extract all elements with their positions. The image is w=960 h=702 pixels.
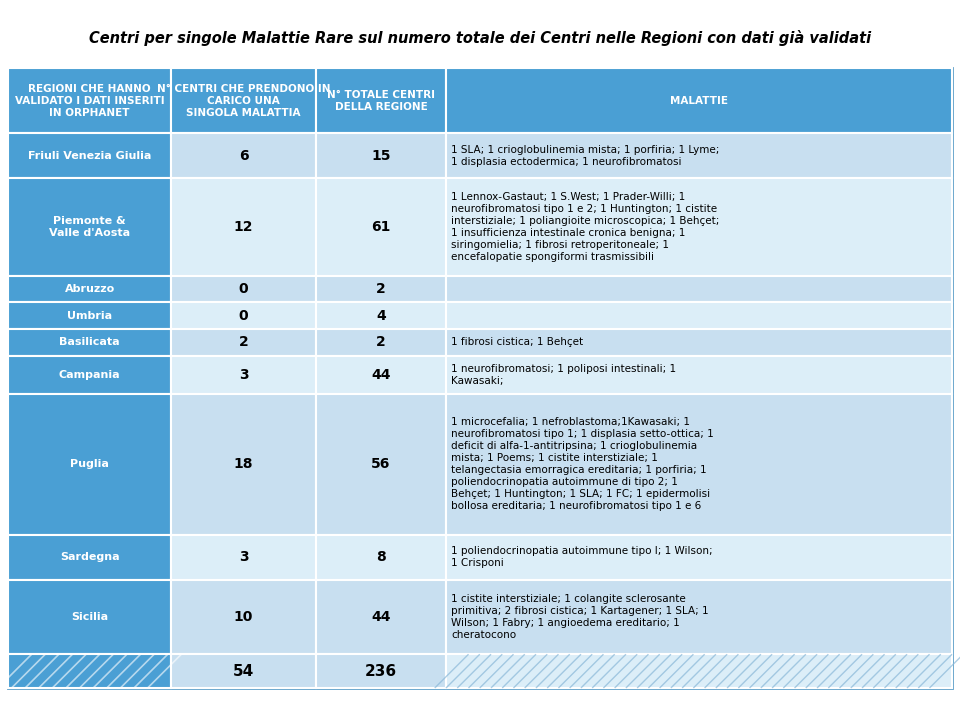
Text: 56: 56 (372, 457, 391, 471)
Bar (171, 356, 316, 394)
Bar (316, 581, 446, 654)
Text: N° CENTRI CHE PRENDONO IN
CARICO UNA
SINGOLA MALATTIA: N° CENTRI CHE PRENDONO IN CARICO UNA SIN… (156, 84, 330, 118)
Text: Abruzzo: Abruzzo (64, 284, 115, 294)
Bar (316, 276, 446, 303)
Text: 18: 18 (234, 457, 253, 471)
Bar (171, 535, 316, 581)
Bar (316, 654, 446, 688)
Text: 12: 12 (234, 220, 253, 234)
Bar (8, 581, 171, 654)
Bar (446, 394, 952, 535)
Text: 0: 0 (239, 309, 249, 323)
Text: REGIONI CHE HANNO
VALIDATO I DATI INSERITI
IN ORPHANET: REGIONI CHE HANNO VALIDATO I DATI INSERI… (14, 84, 164, 118)
Bar (446, 581, 952, 654)
Text: Umbria: Umbria (67, 311, 112, 321)
Bar (171, 68, 316, 133)
Text: 8: 8 (376, 550, 386, 564)
Text: 4: 4 (376, 309, 386, 323)
Bar (446, 303, 952, 329)
Bar (171, 654, 316, 688)
Bar (446, 68, 952, 133)
Bar (446, 654, 952, 688)
Bar (171, 581, 316, 654)
Text: 61: 61 (372, 220, 391, 234)
Text: N° TOTALE CENTRI
DELLA REGIONE: N° TOTALE CENTRI DELLA REGIONE (326, 90, 435, 112)
Text: Piemonte &
Valle d'Aosta: Piemonte & Valle d'Aosta (49, 216, 131, 238)
Bar (446, 178, 952, 276)
Bar (171, 178, 316, 276)
Bar (8, 329, 171, 356)
Bar (8, 654, 171, 688)
Bar (316, 68, 446, 133)
Text: 1 neurofibromatosi; 1 poliposi intestinali; 1
Kawasaki;: 1 neurofibromatosi; 1 poliposi intestina… (451, 364, 676, 386)
Text: MALATTIE: MALATTIE (670, 95, 728, 106)
Bar (8, 394, 171, 535)
Bar (316, 356, 446, 394)
Bar (446, 276, 952, 303)
Text: 3: 3 (239, 550, 249, 564)
Bar (8, 68, 952, 688)
Bar (8, 303, 171, 329)
Text: Sicilia: Sicilia (71, 612, 108, 622)
Bar (316, 178, 446, 276)
Bar (446, 329, 952, 356)
Bar (8, 356, 171, 394)
Text: 1 poliendocrinopatia autoimmune tipo I; 1 Wilson;
1 Crisponi: 1 poliendocrinopatia autoimmune tipo I; … (451, 546, 712, 569)
Bar (446, 535, 952, 581)
Text: 2: 2 (376, 282, 386, 296)
Text: Friuli Venezia Giulia: Friuli Venezia Giulia (28, 151, 152, 161)
Bar (171, 276, 316, 303)
Bar (446, 133, 952, 178)
Bar (8, 276, 171, 303)
Text: 1 Lennox-Gastaut; 1 S.West; 1 Prader-Willi; 1
neurofibromatosi tipo 1 e 2; 1 Hun: 1 Lennox-Gastaut; 1 S.West; 1 Prader-Wil… (451, 192, 719, 262)
Text: 54: 54 (233, 663, 254, 679)
Text: 3: 3 (239, 368, 249, 382)
Text: 236: 236 (365, 663, 396, 679)
Text: 10: 10 (234, 610, 253, 624)
Text: 1 SLA; 1 crioglobulinemia mista; 1 porfiria; 1 Lyme;
1 displasia ectodermica; 1 : 1 SLA; 1 crioglobulinemia mista; 1 porfi… (451, 145, 719, 167)
Text: 2: 2 (376, 336, 386, 350)
Text: 0: 0 (239, 282, 249, 296)
Bar (171, 133, 316, 178)
Bar (171, 394, 316, 535)
Text: 1 fibrosi cistica; 1 Behçet: 1 fibrosi cistica; 1 Behçet (451, 338, 583, 347)
Bar (8, 68, 171, 133)
Text: 2: 2 (239, 336, 249, 350)
Text: 44: 44 (372, 610, 391, 624)
Bar (171, 329, 316, 356)
Bar (446, 356, 952, 394)
Bar (316, 394, 446, 535)
Text: Basilicata: Basilicata (60, 338, 120, 347)
Bar (171, 303, 316, 329)
Text: 6: 6 (239, 149, 249, 163)
Text: 15: 15 (372, 149, 391, 163)
Text: 1 microcefalia; 1 nefroblastoma;1Kawasaki; 1
neurofibromatosi tipo 1; 1 displasi: 1 microcefalia; 1 nefroblastoma;1Kawasak… (451, 417, 714, 511)
Text: Sardegna: Sardegna (60, 552, 119, 562)
Bar (8, 133, 171, 178)
Bar (316, 303, 446, 329)
Bar (316, 329, 446, 356)
Bar (8, 535, 171, 581)
Text: Campania: Campania (59, 370, 120, 380)
Bar (316, 535, 446, 581)
Bar (316, 133, 446, 178)
Text: Puglia: Puglia (70, 459, 109, 469)
Text: 1 cistite interstiziale; 1 colangite sclerosante
primitiva; 2 fibrosi cistica; 1: 1 cistite interstiziale; 1 colangite scl… (451, 595, 708, 640)
Text: 44: 44 (372, 368, 391, 382)
Text: Centri per singole Malattie Rare sul numero totale dei Centri nelle Regioni con : Centri per singole Malattie Rare sul num… (89, 30, 871, 46)
Bar (8, 178, 171, 276)
